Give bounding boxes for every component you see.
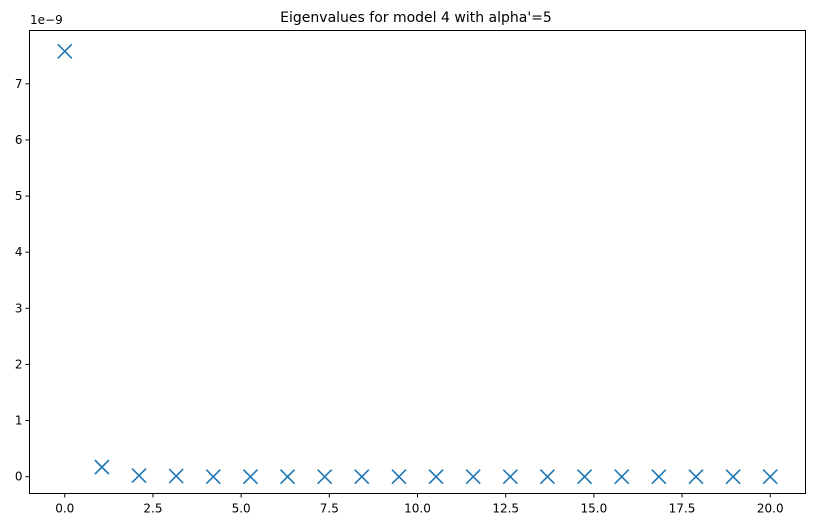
x-tick-label: 17.5 bbox=[669, 502, 696, 516]
marker-stroke bbox=[465, 469, 481, 485]
y-tick-label: 6 bbox=[15, 133, 23, 147]
marker-stroke bbox=[317, 469, 333, 485]
data-point-marker bbox=[688, 469, 704, 485]
y-axis-offset-label: 1e−9 bbox=[30, 13, 63, 27]
data-point-marker bbox=[539, 469, 556, 485]
data-point-marker bbox=[205, 469, 221, 485]
data-point-marker bbox=[428, 469, 444, 485]
y-tick-label: 1 bbox=[15, 414, 23, 428]
x-tick-label: 2.5 bbox=[143, 502, 162, 516]
data-point-marker bbox=[465, 469, 481, 485]
data-point-marker bbox=[57, 43, 73, 59]
marker-stroke bbox=[57, 43, 73, 59]
marker-stroke bbox=[428, 469, 444, 485]
marker-stroke bbox=[725, 469, 741, 485]
data-points bbox=[57, 43, 778, 485]
data-point-marker bbox=[502, 469, 518, 485]
marker-stroke bbox=[762, 469, 778, 485]
marker-stroke bbox=[391, 469, 407, 485]
y-tick-label: 4 bbox=[15, 245, 23, 259]
data-point-marker bbox=[279, 469, 296, 485]
marker-stroke bbox=[205, 469, 221, 485]
data-point-marker bbox=[577, 469, 593, 485]
marker-stroke bbox=[651, 469, 667, 485]
y-tick-label: 2 bbox=[15, 357, 23, 371]
marker-stroke bbox=[131, 467, 147, 484]
y-tick-label: 0 bbox=[15, 470, 23, 484]
marker-stroke bbox=[539, 469, 556, 485]
data-point-marker bbox=[242, 469, 258, 485]
y-tick-label: 5 bbox=[15, 189, 23, 203]
marker-stroke bbox=[502, 469, 518, 485]
data-point-marker bbox=[762, 469, 778, 485]
data-point-marker bbox=[614, 469, 630, 485]
marker-stroke bbox=[94, 459, 110, 475]
data-point-marker bbox=[317, 469, 333, 485]
x-tick-label: 12.5 bbox=[492, 502, 519, 516]
x-tick-label: 7.5 bbox=[320, 502, 339, 516]
data-point-marker bbox=[354, 469, 370, 485]
data-point-marker bbox=[651, 469, 667, 485]
data-point-marker bbox=[131, 467, 147, 484]
marker-stroke bbox=[354, 469, 370, 485]
marker-stroke bbox=[242, 469, 258, 485]
marker-stroke bbox=[279, 469, 296, 485]
data-point-marker bbox=[725, 469, 741, 485]
data-point-marker bbox=[168, 468, 184, 484]
marker-stroke bbox=[614, 469, 630, 485]
x-tick-label: 20.0 bbox=[757, 502, 784, 516]
axes: 0.0 2.5 5.0 7.5 10.0 12.5 15.0 17.5 20.0 0 1 2 3 4 5 6 7 bbox=[15, 77, 784, 516]
x-tick-label: 5.0 bbox=[232, 502, 251, 516]
axes-frame bbox=[29, 30, 806, 494]
x-tick-label: 10.0 bbox=[404, 502, 431, 516]
data-point-marker bbox=[391, 469, 407, 485]
marker-stroke bbox=[688, 469, 704, 485]
x-tick-label: 15.0 bbox=[581, 502, 608, 516]
y-tick-label: 3 bbox=[15, 301, 23, 315]
marker-stroke bbox=[168, 468, 184, 484]
chart-title: Eigenvalues for model 4 with alpha'=5 bbox=[280, 10, 552, 26]
x-tick-label: 0.0 bbox=[55, 502, 74, 516]
data-point-marker bbox=[94, 459, 110, 475]
marker-stroke bbox=[577, 469, 593, 485]
y-tick-label: 7 bbox=[15, 77, 23, 91]
